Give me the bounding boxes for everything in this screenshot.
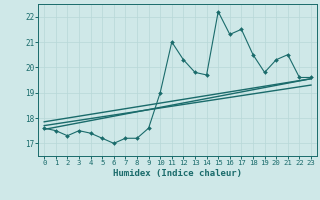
X-axis label: Humidex (Indice chaleur): Humidex (Indice chaleur) [113, 169, 242, 178]
